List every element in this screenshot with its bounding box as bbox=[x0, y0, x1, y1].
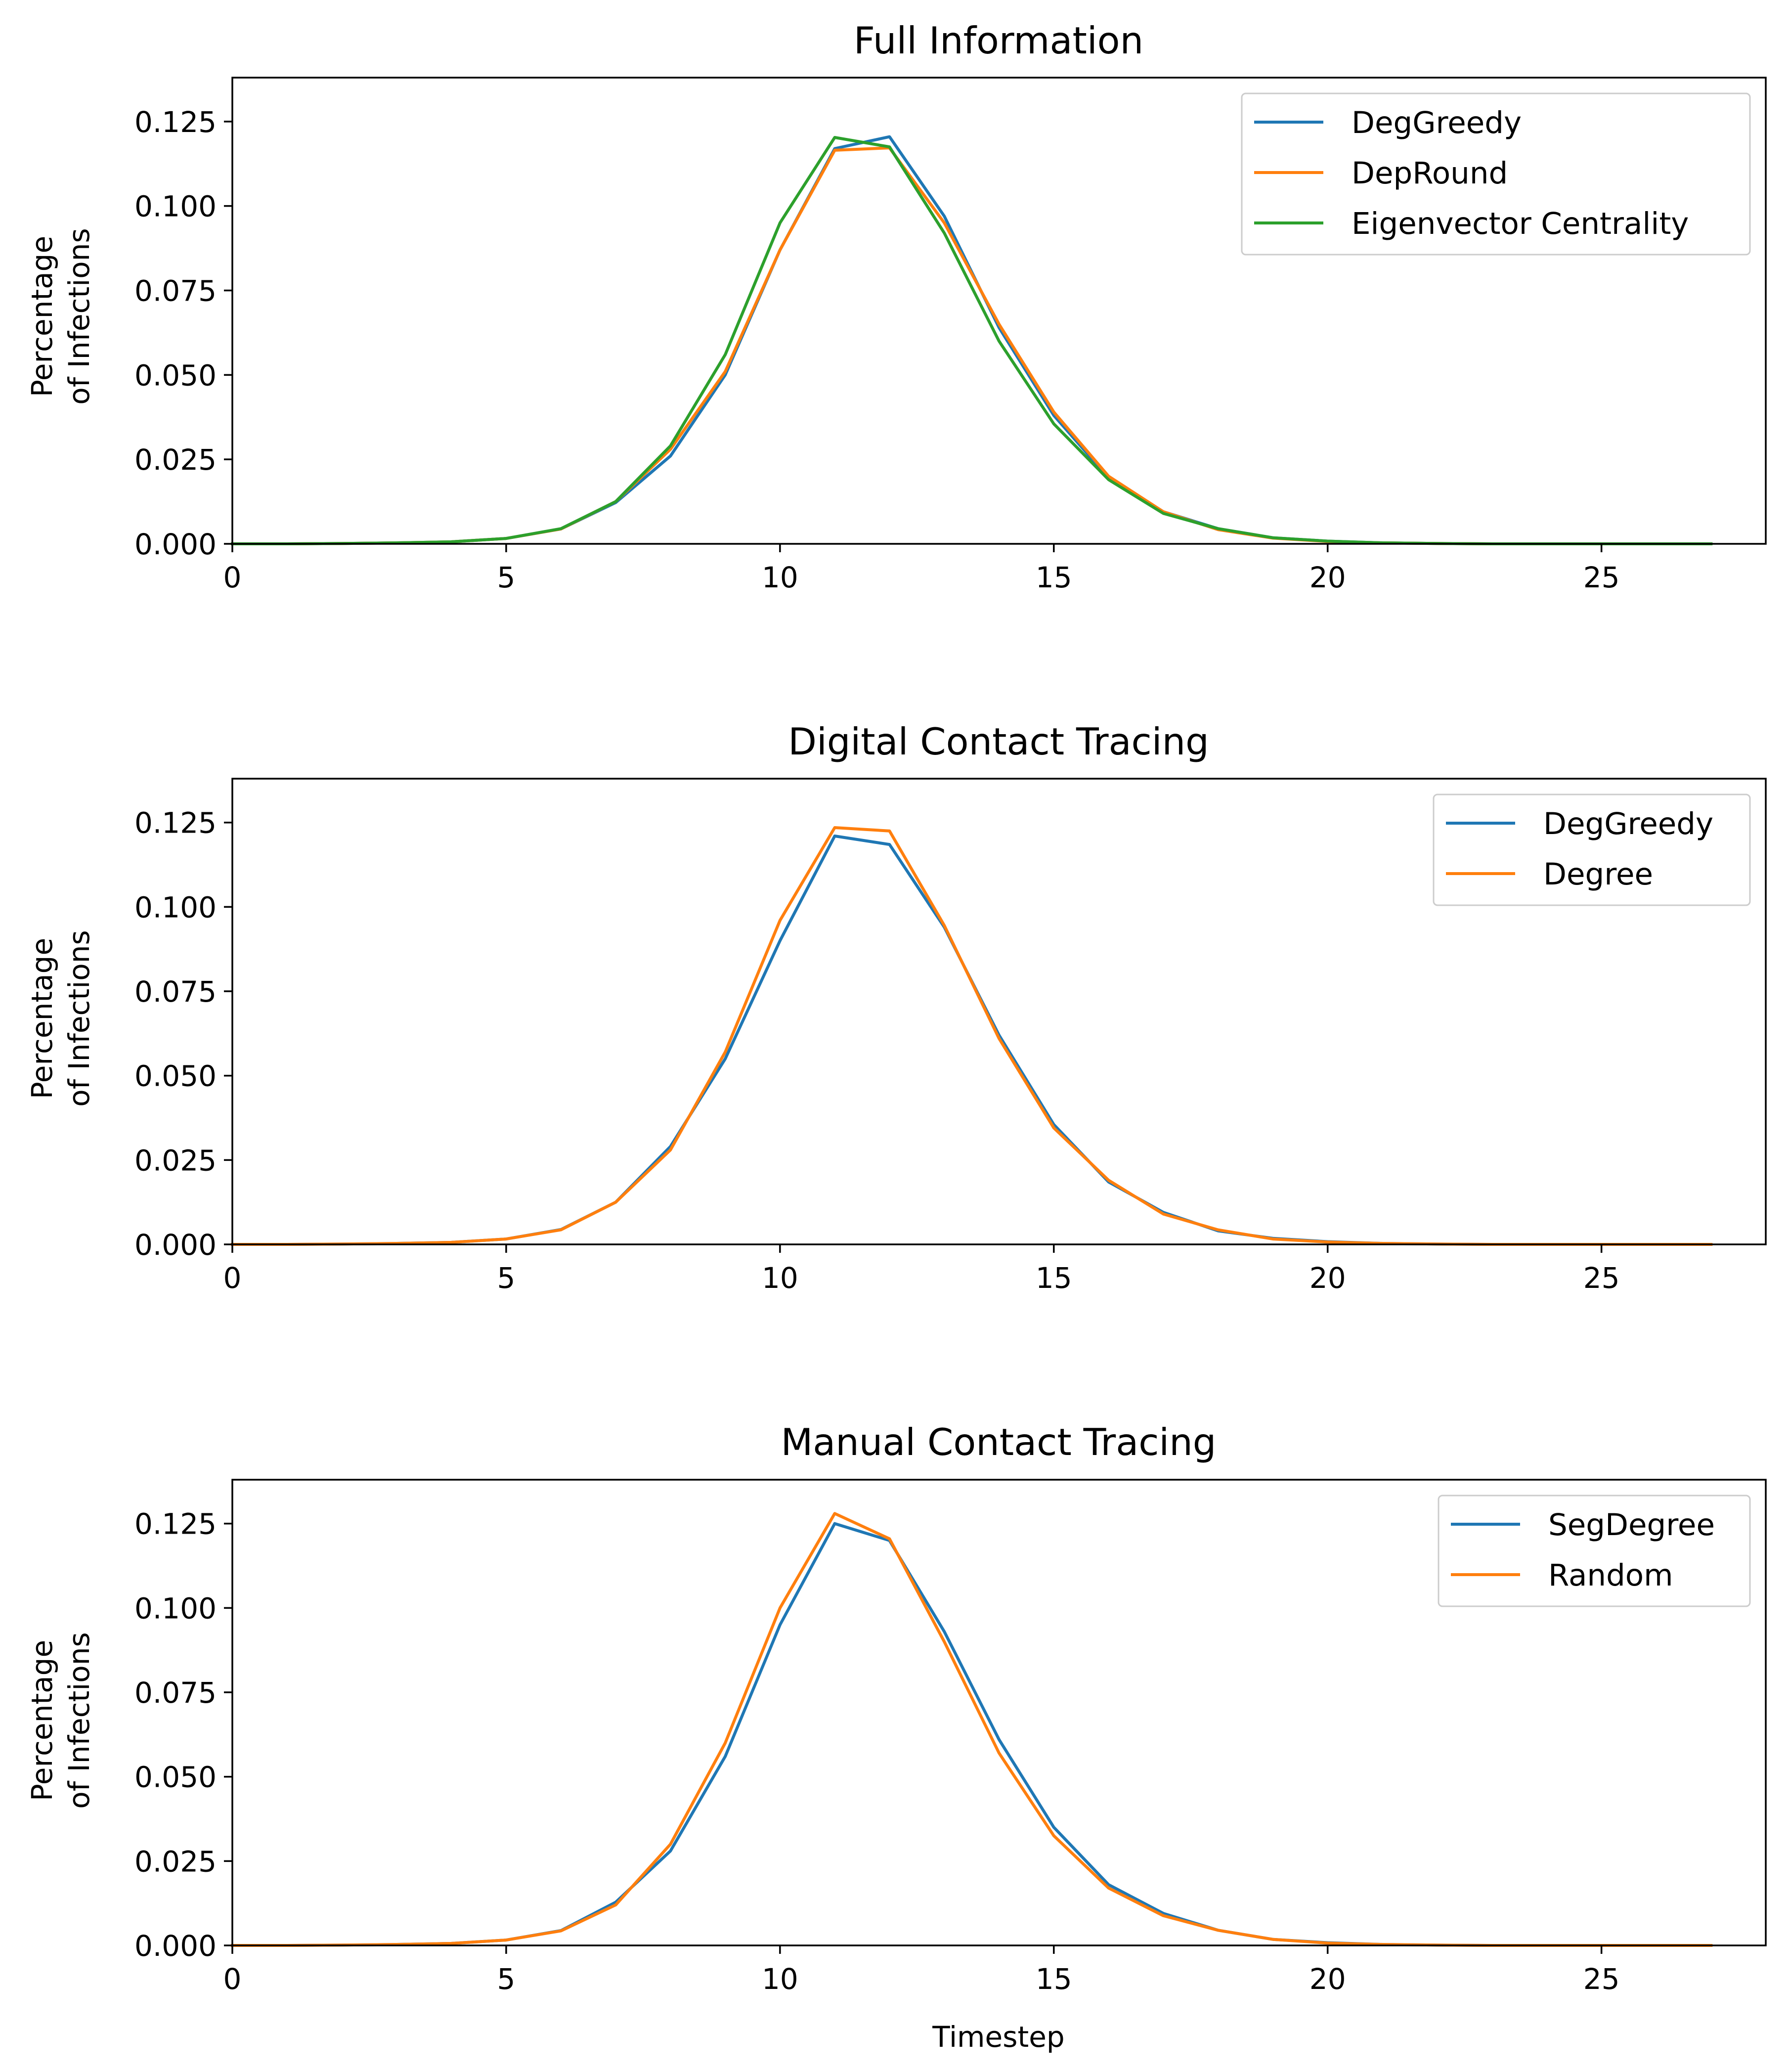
y-tick-label: 0.125 bbox=[134, 105, 217, 139]
plot-area: 0 5 10 15 20 25 0.000 0.025 0.050 0.075 0.100 0.125… bbox=[134, 77, 1767, 594]
x-tick-label: 20 bbox=[1309, 561, 1346, 594]
x-tick-label: 25 bbox=[1583, 1962, 1620, 1996]
y-tick-label: 0.100 bbox=[134, 1591, 217, 1625]
y-axis-label-line-1: Percentage bbox=[25, 938, 59, 1099]
chart-title: Manual Contact Tracing bbox=[781, 1420, 1217, 1464]
y-axis-label-line-2: of Infections bbox=[62, 228, 96, 405]
y-tick-label: 0.100 bbox=[134, 190, 217, 223]
chart-panel-manual-contact-tracing: Manual Contact Tracing Percentage of Inf… bbox=[25, 1420, 1767, 2054]
x-tick-label: 10 bbox=[762, 1962, 798, 1996]
x-tick-label: 0 bbox=[223, 1261, 242, 1295]
axes-frame bbox=[231, 1479, 1767, 1946]
chart-title: Full Information bbox=[854, 19, 1143, 62]
y-axis-label: Percentage of Infections bbox=[25, 930, 96, 1107]
plot-area: 0 5 10 15 20 25 0.000 0.025 0.050 0.075 0.100 0.125… bbox=[134, 1479, 1767, 1996]
plot-area: 0 5 10 15 20 25 0.000 0.025 0.050 0.075 0.100 0.125… bbox=[134, 778, 1767, 1295]
legend-label-segdegree: SegDegree bbox=[1548, 1507, 1715, 1543]
y-tick-label: 0.050 bbox=[134, 358, 217, 392]
y-tick-label: 0.075 bbox=[134, 274, 217, 308]
x-tick-label: 15 bbox=[1036, 1261, 1072, 1295]
y-axis-label-line-2: of Infections bbox=[62, 930, 96, 1107]
y-tick-label: 0.000 bbox=[134, 528, 217, 561]
axes-frame bbox=[231, 778, 1767, 1245]
y-axis-label: Percentage of Infections bbox=[25, 228, 96, 405]
x-tick-label: 5 bbox=[497, 1261, 515, 1295]
legend: SegDegree Random bbox=[1438, 1495, 1751, 1607]
y-tick-label: 0.125 bbox=[134, 806, 217, 840]
y-tick-label: 0.075 bbox=[134, 975, 217, 1009]
chart-title: Digital Contact Tracing bbox=[788, 720, 1209, 763]
legend-label-deggreedy: DegGreedy bbox=[1543, 806, 1713, 841]
x-tick-label: 20 bbox=[1309, 1962, 1346, 1996]
y-axis-label-line-2: of Infections bbox=[62, 1632, 96, 1809]
legend-box bbox=[1241, 92, 1751, 256]
y-tick-label: 0.025 bbox=[134, 443, 217, 477]
y-tick-label: 0.025 bbox=[134, 1144, 217, 1177]
y-tick-label: 0.100 bbox=[134, 890, 217, 924]
legend-label-depround: DepRound bbox=[1352, 156, 1508, 191]
legend-label-degree: Degree bbox=[1543, 857, 1653, 892]
x-tick-label: 0 bbox=[223, 1962, 242, 1996]
x-tick-label: 10 bbox=[762, 561, 798, 594]
x-tick-label: 25 bbox=[1583, 561, 1620, 594]
y-tick-label: 0.000 bbox=[134, 1929, 217, 1963]
legend-label-deggreedy: DegGreedy bbox=[1352, 105, 1522, 140]
legend-label-eigenvector-centrality: Eigenvector Centrality bbox=[1352, 206, 1689, 241]
y-tick-label: 0.000 bbox=[134, 1228, 217, 1262]
x-tick-label: 10 bbox=[762, 1261, 798, 1295]
x-tick-label: 5 bbox=[497, 561, 515, 594]
y-axis-label: Percentage of Infections bbox=[25, 1632, 96, 1809]
chart-panel-digital-contact-tracing: Digital Contact Tracing Percentage of In… bbox=[25, 720, 1767, 1295]
x-tick-label: 15 bbox=[1036, 1962, 1072, 1996]
x-tick-label: 25 bbox=[1583, 1261, 1620, 1295]
y-tick-label: 0.125 bbox=[134, 1507, 217, 1541]
y-tick-label: 0.050 bbox=[134, 1059, 217, 1093]
chart-panel-full-information: Full Information Percentage of Infection… bbox=[25, 19, 1767, 594]
x-tick-label: 15 bbox=[1036, 561, 1072, 594]
legend: DegGreedy Degree bbox=[1433, 794, 1751, 906]
y-axis-label-line-1: Percentage bbox=[25, 1640, 59, 1801]
legend: DegGreedy DepRound Eigenvector Centrality bbox=[1241, 92, 1751, 256]
y-tick-label: 0.075 bbox=[134, 1676, 217, 1710]
y-tick-label: 0.050 bbox=[134, 1761, 217, 1794]
legend-label-random: Random bbox=[1548, 1558, 1673, 1593]
x-tick-label: 20 bbox=[1309, 1261, 1346, 1295]
y-axis-label-line-1: Percentage bbox=[25, 236, 59, 397]
y-tick-label: 0.025 bbox=[134, 1845, 217, 1878]
axes-frame bbox=[231, 77, 1767, 545]
x-tick-label: 0 bbox=[223, 561, 242, 594]
x-tick-label: 5 bbox=[497, 1962, 515, 1996]
x-axis-label: Timestep bbox=[932, 2020, 1064, 2054]
